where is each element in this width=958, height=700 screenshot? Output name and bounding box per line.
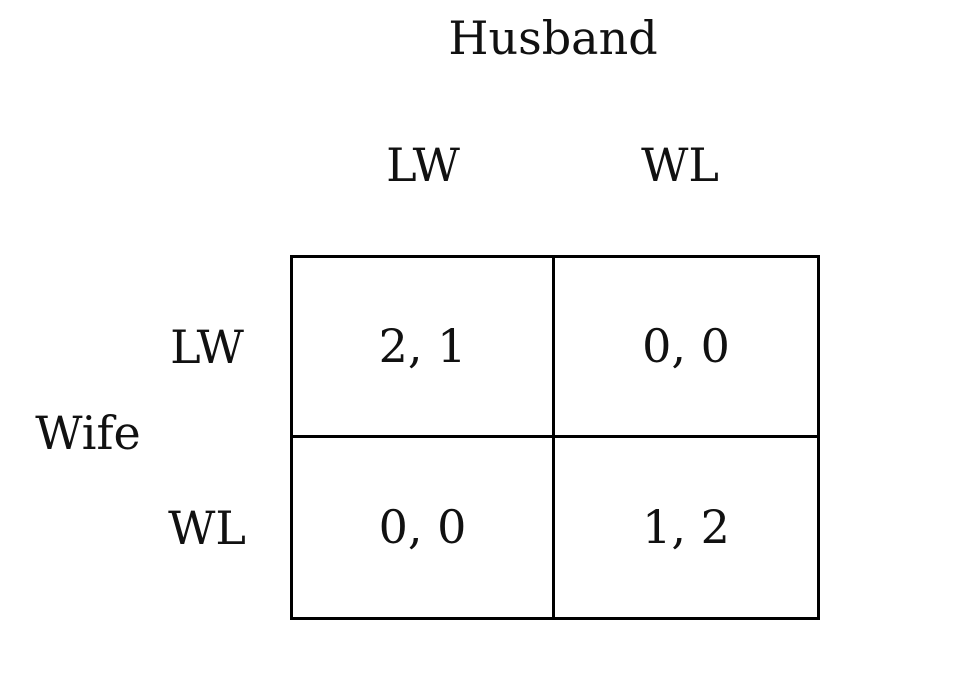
column-strategy-wl: WL xyxy=(641,138,719,192)
row-strategy-wl: WL xyxy=(168,501,246,555)
payoff-cell-lw-lw: 2, 1 xyxy=(293,258,555,438)
row-strategy-lw: LW xyxy=(170,320,244,374)
payoff-cell-wl-wl: 1, 2 xyxy=(642,500,730,555)
row-player-label: Wife xyxy=(35,406,141,460)
payoff-grid: 2, 1 0, 0 0, 0 1, 2 xyxy=(290,255,820,620)
column-strategy-lw: LW xyxy=(386,138,460,192)
payoff-cell-wl-lw: 0, 0 xyxy=(293,437,555,617)
column-player-label: Husband xyxy=(448,11,658,65)
payoff-cell-lw-wl: 0, 0 xyxy=(555,258,817,438)
